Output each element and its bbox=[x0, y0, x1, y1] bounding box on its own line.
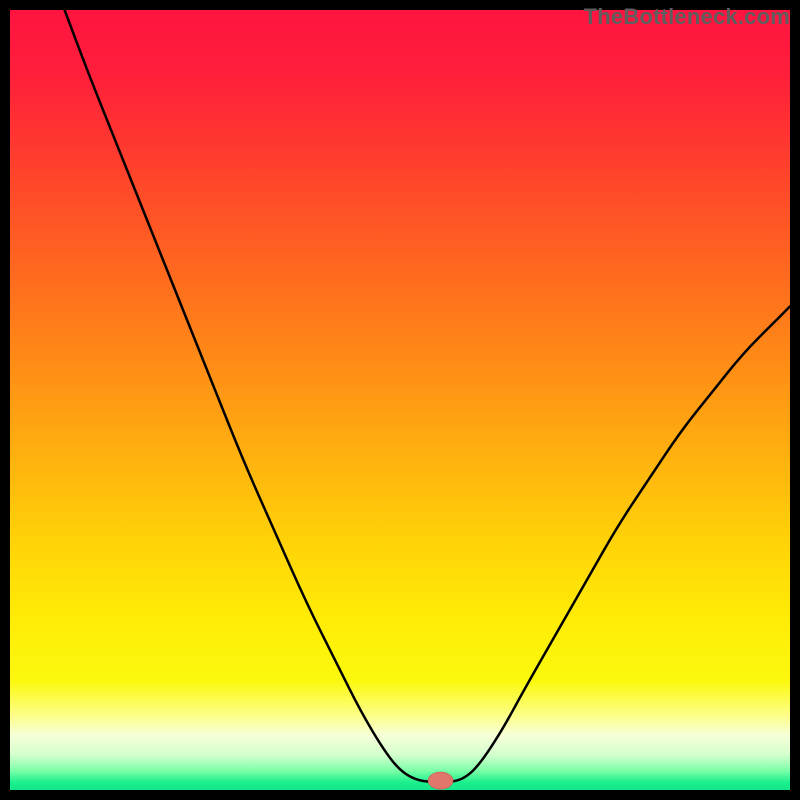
optimal-marker bbox=[428, 772, 453, 789]
watermark-text: TheBottleneck.com bbox=[584, 4, 790, 30]
gradient-area bbox=[10, 10, 790, 790]
chart-stage: TheBottleneck.com bbox=[0, 0, 800, 800]
bottleneck-chart bbox=[0, 0, 800, 800]
